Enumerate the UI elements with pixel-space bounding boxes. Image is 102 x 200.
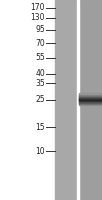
Bar [79,0,102,200]
Bar [79,99,102,100]
Bar [79,99,102,100]
Text: 10: 10 [35,146,45,156]
Bar [79,95,102,96]
Bar [55,0,77,200]
Text: 25: 25 [35,96,45,104]
Text: 130: 130 [30,14,45,22]
Bar [79,94,102,95]
Text: 15: 15 [35,122,45,132]
Bar [79,103,102,104]
Bar [79,101,102,102]
Text: 35: 35 [35,78,45,88]
Bar [79,97,102,98]
Text: 55: 55 [35,53,45,62]
Bar [79,100,102,101]
Bar [79,103,102,104]
Bar [79,102,102,103]
Text: 170: 170 [30,3,45,12]
Text: 70: 70 [35,38,45,47]
Bar [79,104,102,105]
Bar [79,96,102,97]
Bar [79,100,102,101]
Bar [79,98,102,99]
Bar [79,98,102,99]
Bar [79,96,102,97]
Bar [77,0,79,200]
Bar [79,95,102,96]
Text: 95: 95 [35,25,45,34]
Bar [79,102,102,103]
Text: 40: 40 [35,70,45,78]
Bar [79,93,102,94]
